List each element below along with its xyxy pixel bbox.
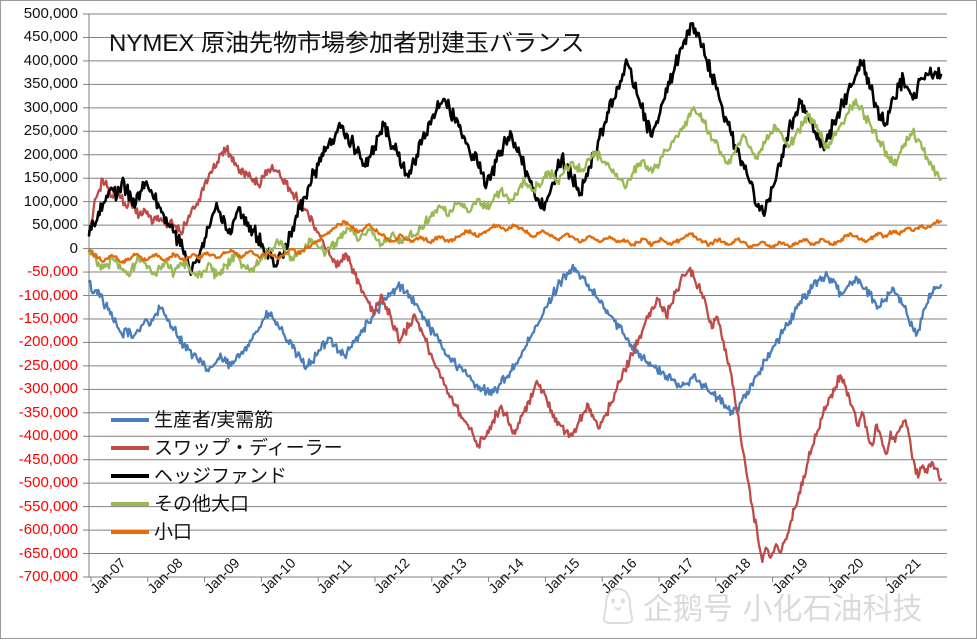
series-line [87, 144, 943, 564]
series-line [87, 98, 943, 280]
y-axis-tick-label: -50,000 [27, 263, 78, 281]
y-axis-tick-label: 100,000 [23, 192, 78, 210]
y-axis-tick-label: -250,000 [18, 356, 78, 374]
y-axis-tick-label: 150,000 [23, 169, 78, 187]
chart-title: NYMEX 原油先物市場参加者別建玉バランス [109, 30, 585, 57]
chart-legend: 生産者/実需筋スワップ・ディーラー ヘッジファンド その他大口小口 [111, 406, 343, 546]
y-axis-tick-label: 50,000 [32, 216, 78, 234]
legend-color-swatch [111, 530, 149, 534]
y-axis-tick-label: -550,000 [18, 497, 78, 515]
legend-color-swatch [111, 474, 149, 478]
y-axis-tick-label: 400,000 [23, 51, 78, 69]
y-axis-tick-label: -300,000 [18, 380, 78, 398]
y-axis-tick-label: -450,000 [18, 450, 78, 468]
y-axis-tick-label: 200,000 [23, 145, 78, 163]
legend-label: その他大口 [154, 493, 250, 515]
legend-item-1[interactable]: スワップ・ディーラー [111, 434, 343, 462]
series-line [87, 219, 943, 264]
y-axis-tick-label: 450,000 [23, 28, 78, 46]
series-line [87, 263, 943, 417]
y-axis-tick-label: -200,000 [18, 333, 78, 351]
y-axis-tick-label: 300,000 [23, 98, 78, 116]
y-axis-tick-label: -400,000 [18, 427, 78, 445]
legend-item-2[interactable]: ヘッジファンド [111, 462, 326, 490]
legend-label: スワップ・ディーラー [154, 437, 343, 459]
legend-color-swatch [111, 446, 149, 450]
series-line [87, 22, 943, 277]
legend-label: 小口 [154, 521, 193, 543]
legend-color-swatch [111, 502, 149, 506]
legend-label: ヘッジファンド [154, 465, 288, 487]
y-axis-tick-label: 350,000 [23, 75, 78, 93]
y-axis-tick-label: 0 [69, 239, 78, 257]
y-axis-tick-label: -650,000 [18, 544, 78, 562]
y-axis-tick-label: -700,000 [18, 568, 78, 585]
y-axis-tick-label: -150,000 [18, 309, 78, 327]
y-axis-tick-label: -500,000 [18, 474, 78, 492]
legend-color-swatch [111, 418, 149, 422]
legend-item-0[interactable]: 生産者/実需筋 [111, 406, 326, 434]
y-axis-tick-label: 500,000 [23, 5, 78, 22]
legend-item-4[interactable]: 小口 [111, 518, 326, 546]
y-axis-tick-label: -100,000 [18, 286, 78, 304]
legend-item-3[interactable]: その他大口 [111, 490, 326, 518]
legend-label: 生産者/実需筋 [154, 409, 274, 431]
y-axis-tick-label: -350,000 [18, 403, 78, 421]
y-axis-tick-label: -600,000 [18, 521, 78, 539]
y-axis-tick-label: 250,000 [23, 122, 78, 140]
